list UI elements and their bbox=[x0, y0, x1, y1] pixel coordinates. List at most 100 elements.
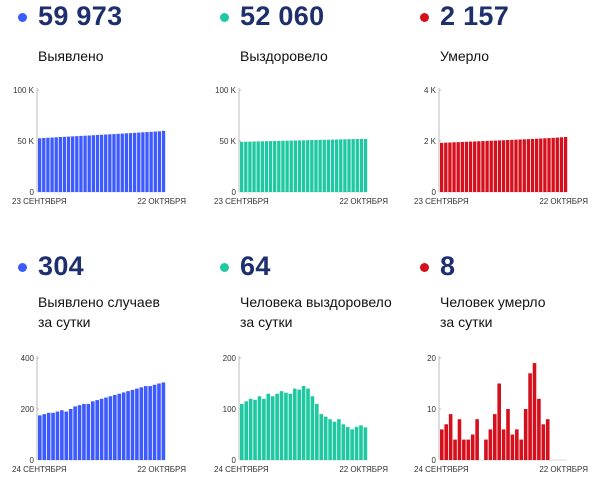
bar bbox=[108, 134, 112, 192]
bar bbox=[113, 394, 117, 460]
y-tick-label: 0 bbox=[432, 188, 437, 197]
bar bbox=[58, 137, 62, 192]
bar bbox=[240, 141, 244, 192]
headline-value: 59 973 bbox=[38, 1, 123, 31]
bar bbox=[532, 363, 537, 460]
bar bbox=[488, 429, 493, 460]
bar bbox=[501, 140, 506, 192]
bar bbox=[139, 387, 144, 460]
panel-deaths-total: 2 157 Умерло 0 2 K 4 K 23 СЕНТЯБРЯ 22 ОКТЯБРЯ bbox=[402, 0, 602, 240]
bar bbox=[293, 140, 298, 192]
bar bbox=[149, 131, 153, 192]
bar-chart: 0 2 K 4 K 23 СЕНТЯБРЯ 22 ОКТЯБРЯ bbox=[414, 86, 588, 206]
bar bbox=[534, 138, 539, 192]
bar bbox=[310, 396, 315, 460]
bar bbox=[82, 403, 86, 460]
bar bbox=[319, 414, 324, 460]
bar bbox=[50, 137, 54, 192]
y-tick-label: 0 bbox=[432, 456, 437, 465]
headline-value: 64 bbox=[240, 251, 271, 281]
bar bbox=[99, 398, 104, 460]
bar bbox=[244, 401, 249, 460]
y-tick-label: 10 bbox=[427, 405, 436, 414]
bar-chart: 0 200 400 24 СЕНТЯБРЯ 22 ОКТЯБРЯ bbox=[12, 354, 186, 474]
bar bbox=[77, 405, 82, 460]
y-tick-label: 0 bbox=[30, 188, 35, 197]
bar bbox=[444, 142, 448, 192]
bar bbox=[545, 419, 550, 460]
bar bbox=[551, 137, 555, 192]
bar bbox=[145, 132, 149, 192]
bar bbox=[260, 141, 264, 192]
bar bbox=[152, 384, 157, 460]
bar bbox=[315, 403, 319, 460]
metric-label-line: Выздоровело bbox=[240, 48, 328, 64]
bar-chart: 0 10 20 24 СЕНТЯБРЯ 22 ОКТЯБРЯ bbox=[414, 354, 588, 474]
bar bbox=[363, 427, 368, 460]
bar bbox=[444, 424, 449, 460]
bar bbox=[301, 140, 306, 192]
y-tick-label: 200 bbox=[223, 354, 237, 363]
bar bbox=[38, 138, 42, 192]
panel-recovered-daily: 64 Человека выздоровело за сутки 0 100 200 24 … bbox=[202, 250, 402, 490]
bar bbox=[95, 134, 100, 192]
x-end-label: 22 ОКТЯБРЯ bbox=[539, 197, 588, 206]
bar bbox=[90, 401, 95, 460]
bar bbox=[262, 398, 266, 460]
bar-chart: 0 100 200 24 СЕНТЯБРЯ 22 ОКТЯБРЯ bbox=[214, 354, 388, 474]
bar bbox=[322, 139, 326, 192]
bar bbox=[541, 424, 546, 460]
x-start-label: 23 СЕНТЯБРЯ bbox=[12, 197, 67, 206]
bar bbox=[354, 426, 359, 460]
bar bbox=[248, 141, 252, 192]
bar bbox=[68, 409, 73, 460]
bar bbox=[285, 140, 289, 192]
bar bbox=[484, 439, 488, 460]
bullet-dot-icon bbox=[420, 263, 429, 272]
x-end-label: 22 ОКТЯБРЯ bbox=[539, 465, 588, 474]
bar bbox=[563, 137, 568, 192]
bar bbox=[528, 373, 532, 460]
bar bbox=[501, 429, 506, 460]
metric-label-line: Выявлено случаев bbox=[38, 294, 160, 310]
y-tick-label: 0 bbox=[232, 456, 237, 465]
bar bbox=[268, 141, 273, 192]
bar bbox=[506, 140, 510, 192]
panel-recovered-total: 52 060 Выздоровело 0 50 K 100 K 23 СЕНТЯБРЯ 22… bbox=[202, 0, 402, 240]
bar bbox=[240, 403, 244, 460]
bar bbox=[108, 396, 113, 460]
bar bbox=[464, 141, 469, 192]
bar bbox=[66, 136, 71, 192]
bar bbox=[448, 414, 453, 460]
bar bbox=[292, 388, 297, 460]
y-tick-label: 100 bbox=[223, 405, 237, 414]
metric-label-line: Человек умерло bbox=[440, 294, 546, 310]
bar bbox=[157, 131, 162, 192]
bar bbox=[555, 137, 559, 192]
x-end-label: 22 ОКТЯБРЯ bbox=[137, 465, 186, 474]
bar bbox=[71, 136, 75, 192]
bar bbox=[132, 132, 137, 192]
y-tick-label: 4 K bbox=[424, 86, 437, 95]
bar bbox=[470, 434, 475, 460]
bar bbox=[466, 439, 471, 460]
bar bbox=[256, 141, 260, 192]
bar bbox=[42, 414, 47, 460]
bar bbox=[310, 140, 314, 192]
bar bbox=[112, 134, 116, 192]
bullet-dot-icon bbox=[18, 263, 27, 272]
bar bbox=[460, 141, 464, 192]
bar bbox=[104, 134, 108, 192]
bar bbox=[62, 136, 67, 192]
bar bbox=[279, 391, 284, 460]
bar bbox=[347, 139, 351, 192]
y-tick-label: 2 K bbox=[424, 137, 437, 146]
bar bbox=[350, 429, 354, 460]
bar bbox=[128, 133, 133, 192]
bar bbox=[252, 141, 256, 192]
bar bbox=[42, 137, 46, 192]
bar bbox=[306, 388, 310, 460]
bar bbox=[543, 138, 547, 192]
bar bbox=[60, 410, 64, 460]
bar bbox=[519, 439, 524, 460]
